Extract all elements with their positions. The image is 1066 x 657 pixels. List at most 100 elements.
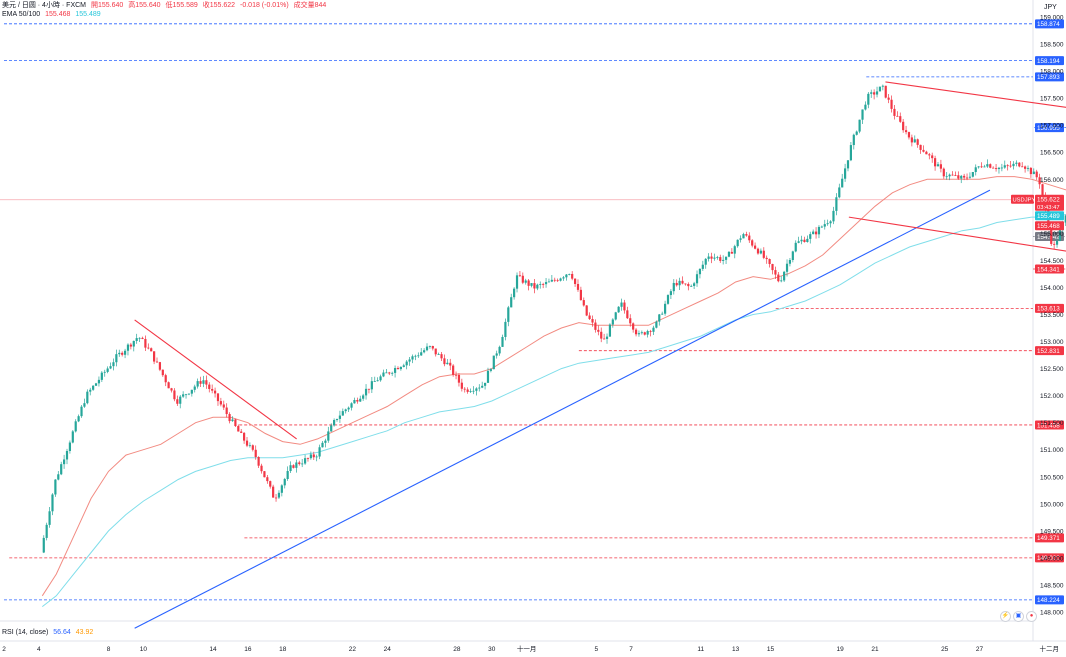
symbol-tag	[1011, 194, 1034, 204]
candle-body	[544, 282, 548, 285]
candle-body	[504, 321, 507, 337]
candle-body	[800, 239, 803, 242]
candle-body	[402, 365, 405, 367]
candle-body	[283, 478, 286, 486]
candle-body	[301, 463, 304, 465]
candle-body	[849, 145, 853, 161]
candle-body	[350, 403, 353, 408]
candle-body	[86, 391, 89, 404]
candle-body	[922, 149, 925, 152]
candle-body	[54, 479, 57, 495]
symbol-legend[interactable]: 美元 / 日圆 · 4小時 · FXCM 開155.640 高155.640 低…	[2, 1, 329, 10]
candle-body	[652, 327, 655, 332]
price-tick-label: 157.000	[1040, 123, 1064, 130]
candle-body	[1024, 166, 1027, 169]
candle-body	[594, 322, 597, 330]
lightning-icon[interactable]: ⚡	[1000, 611, 1011, 622]
calendar-icon[interactable]: ▣	[1013, 611, 1024, 622]
candle-body	[129, 344, 132, 347]
candle-body	[277, 492, 281, 498]
ema50-tag-label: 155.468	[1037, 223, 1060, 230]
price-tick-label: 154.500	[1040, 258, 1064, 265]
price-tick-label: 155.000	[1040, 231, 1064, 238]
candle-body	[571, 273, 574, 279]
candle-body	[663, 303, 667, 314]
candle-body	[994, 168, 998, 170]
price-tick-label: 158.500	[1040, 42, 1064, 49]
candle-body	[327, 431, 330, 441]
candle-body	[303, 458, 307, 464]
candle-body	[379, 376, 382, 381]
level-tag-label: 149.371	[1037, 535, 1060, 542]
symbol-name: 美元 / 日圆 · 4小時 · FXCM	[2, 2, 86, 9]
ema100-line	[41, 213, 1066, 607]
candle-body	[803, 239, 806, 243]
price-tick-label: 152.500	[1040, 366, 1064, 373]
time-tick-label: 7	[629, 646, 633, 653]
candle-body	[260, 465, 263, 472]
close-label: 收	[202, 2, 210, 9]
time-tick-label: 19	[837, 646, 845, 653]
candle-body	[391, 372, 394, 374]
candle-body	[826, 223, 829, 225]
candle-body	[312, 454, 315, 458]
candle-body	[423, 350, 426, 353]
level-tag	[1035, 420, 1064, 430]
candle-body	[957, 175, 960, 179]
candle-body	[492, 355, 495, 370]
chart-toolbar-icons[interactable]: ⚡ ▣ ●	[1000, 611, 1037, 622]
candle-body	[620, 302, 623, 307]
candle-body	[806, 238, 809, 243]
current-price-value: 155.622	[1037, 197, 1060, 204]
candle-body	[306, 458, 310, 459]
candle-body	[846, 160, 850, 169]
candle-body	[393, 368, 397, 373]
candle-body	[481, 385, 484, 388]
price-tick-label: 149.000	[1040, 555, 1064, 562]
level-tag	[1035, 595, 1064, 605]
candle-body	[153, 351, 156, 362]
candle-body	[123, 350, 127, 355]
volume-value: 844	[314, 2, 327, 9]
level-tag-label: 157.893	[1037, 74, 1060, 81]
level-tag	[1035, 72, 1064, 82]
candle-body	[243, 432, 246, 441]
ema-legend[interactable]: EMA 50/100 155.468 155.489	[2, 10, 104, 19]
candle-body	[155, 361, 159, 363]
candle-body	[356, 400, 359, 402]
candle-body	[60, 464, 63, 475]
ema100-value: 155.489	[75, 11, 101, 18]
candle-body	[521, 275, 524, 283]
level-tag	[1035, 56, 1064, 66]
alert-icon[interactable]: ●	[1026, 611, 1037, 622]
candle-body	[794, 242, 797, 252]
candle-body	[225, 407, 228, 415]
candle-body	[1035, 171, 1038, 178]
candle-body	[460, 382, 463, 389]
candle-body	[193, 386, 196, 390]
candle-body	[724, 256, 728, 260]
rsi-legend[interactable]: RSI (14, close) 56.64 43.92	[2, 628, 96, 637]
candle-body	[222, 404, 225, 408]
candle-body	[179, 396, 182, 404]
candle-body	[971, 172, 974, 177]
candle-body	[852, 134, 855, 146]
candle-body	[266, 477, 269, 482]
level-tag-label: 148.224	[1037, 597, 1060, 604]
level-tag-label: 153.613	[1037, 306, 1060, 313]
ema-label: EMA 50/100	[2, 11, 41, 18]
candle-body	[870, 92, 873, 94]
price-tick-label: 151.500	[1040, 420, 1064, 427]
candle-body	[83, 403, 86, 407]
candle-body	[295, 462, 298, 468]
candle-body	[449, 362, 452, 366]
candle-body	[875, 91, 879, 95]
candle-body	[1009, 165, 1012, 167]
candle-body	[199, 381, 202, 384]
candle-body	[919, 144, 922, 150]
candle-body	[611, 319, 614, 325]
time-tick-label: 十一月	[517, 644, 537, 653]
candle-body	[655, 321, 658, 328]
candle-body	[315, 456, 318, 458]
